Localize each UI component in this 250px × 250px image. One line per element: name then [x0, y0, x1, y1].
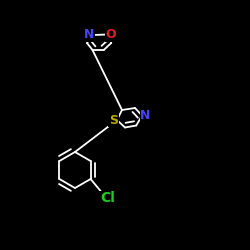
Text: Cl: Cl [100, 192, 115, 205]
Text: O: O [106, 28, 116, 41]
Text: N: N [140, 109, 151, 122]
Text: S: S [109, 114, 118, 126]
Text: N: N [84, 28, 95, 42]
